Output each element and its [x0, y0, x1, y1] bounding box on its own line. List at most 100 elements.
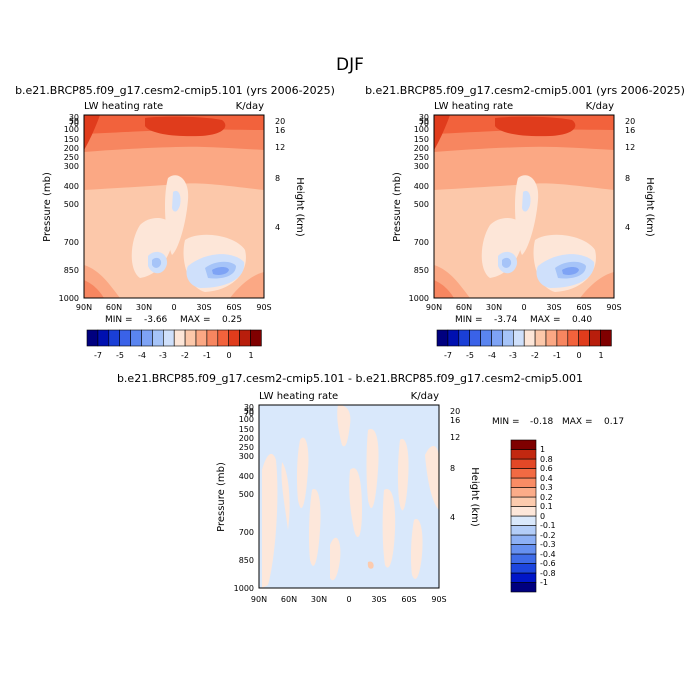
plot-frame	[83, 114, 265, 299]
panel-subtitle-left: LW heating rate	[434, 101, 513, 112]
y-axis-label: Pressure (mb)	[216, 462, 227, 532]
colorbar-label: -2	[181, 351, 189, 360]
y-tick-label: 150	[239, 425, 254, 434]
colorbar-label: -4	[488, 351, 496, 360]
y-tick-label: 100	[64, 125, 79, 134]
colorbar-swatch	[195, 329, 208, 347]
height-tick-label: 12	[275, 143, 285, 152]
colorbar-swatch	[510, 534, 537, 545]
y-tick-label: 300	[239, 452, 254, 461]
panel-case1: b.e21.BRCP85.f09_g17.cesm2-cmip5.101 (yr…	[15, 84, 335, 360]
y-tick-label: 250	[64, 153, 79, 162]
plot-frame	[433, 114, 615, 299]
y-tick-label: 400	[239, 472, 254, 481]
y-tick-label: 500	[64, 200, 79, 209]
max-label: MAX =	[562, 417, 593, 427]
colorbar-label: 0.6	[540, 464, 553, 473]
y-tick-label: 200	[414, 144, 429, 153]
height-tick-label: 4	[450, 513, 455, 522]
x-ticks: 90N 60N 30N 0 30S 60S 90S	[251, 595, 447, 604]
colorbar-swatch	[510, 449, 537, 460]
colorbar-labels: 1 0.8 0.6 0.4 0.3 0.2 0.1 0 -0.1 -0.2 -0…	[540, 445, 556, 587]
height-ticks-right: 20 16 12 8 4	[625, 117, 635, 232]
colorbar-swatch	[458, 329, 470, 347]
y-tick-label: 400	[64, 182, 79, 191]
y-tick-label: 70	[419, 119, 429, 128]
colorbar-swatch	[510, 477, 537, 488]
colorbar-label: -5	[116, 351, 124, 360]
y-ticks-left: 30 50 70 100 150 200 250 300 400 500 700…	[409, 113, 429, 303]
colorbar-swatch	[589, 329, 601, 347]
height-tick-label: 12	[625, 143, 635, 152]
x-tick-label: 30S	[371, 595, 386, 604]
colorbar-swatch	[556, 329, 569, 347]
panel-title: b.e21.BRCP85.f09_g17.cesm2-cmip5.101 - b…	[117, 372, 583, 385]
y-tick-label: 300	[64, 162, 79, 171]
colorbar-swatch	[447, 329, 460, 347]
y-tick-label: 250	[414, 153, 429, 162]
colorbar-label: 1	[248, 351, 253, 360]
y-tick-label: 100	[414, 125, 429, 134]
y-tick-label: 500	[239, 490, 254, 499]
y-tick-label: 150	[64, 135, 79, 144]
colorbar-label: -0.8	[540, 569, 556, 578]
colorbar-swatch	[545, 329, 558, 347]
y-tick-label: 400	[414, 182, 429, 191]
colorbar-label: 0	[576, 351, 581, 360]
colorbar-label: -7	[94, 351, 102, 360]
colorbar-label: -0.6	[540, 559, 556, 568]
colorbar-label: 1	[598, 351, 603, 360]
x-tick-label: 60S	[401, 595, 416, 604]
y-axis-label: Pressure (mb)	[42, 172, 53, 242]
panel-subtitle-left: LW heating rate	[259, 391, 338, 402]
x-tick-label: 30N	[311, 595, 327, 604]
y-tick-label: 850	[239, 556, 254, 565]
x-tick-label: 90S	[606, 303, 621, 312]
height-tick-label: 20	[275, 117, 285, 126]
colorbar-swatch	[86, 329, 99, 347]
x-ticks: 90N 60N 30N 0 30S 60S 90S	[76, 303, 272, 312]
panel-subtitle-right: K/day	[236, 101, 264, 112]
x-tick-label: 90S	[431, 595, 446, 604]
colorbar-swatch	[510, 468, 537, 479]
y-tick-label: 300	[414, 162, 429, 171]
colorbar-swatch	[108, 329, 121, 347]
y-tick-label: 700	[414, 238, 429, 247]
max-label: MAX =	[530, 315, 561, 325]
colorbar-label: -0.3	[540, 540, 556, 549]
colorbar-swatch	[217, 329, 230, 347]
panel-subtitle-right: K/day	[411, 391, 439, 402]
height-tick-label: 16	[275, 126, 285, 135]
height-tick-label: 12	[450, 433, 460, 442]
max-value: 0.25	[222, 315, 242, 325]
colorbar-swatch	[250, 329, 262, 347]
max-value: 0.17	[604, 417, 624, 427]
colorbar-swatch	[510, 563, 537, 574]
panel-difference: b.e21.BRCP85.f09_g17.cesm2-cmip5.101 - b…	[117, 372, 624, 604]
colorbar-swatch	[510, 572, 537, 583]
height-tick-label: 20	[450, 407, 460, 416]
colorbar-swatch	[436, 329, 449, 347]
colorbar-labels: -7 -5 -4 -3 -2 -1 0 1	[94, 351, 254, 360]
colorbar-label: -3	[159, 351, 167, 360]
y-tick-label: 1000	[59, 294, 79, 303]
colorbar-swatch	[502, 329, 514, 347]
panel-title: b.e21.BRCP85.f09_g17.cesm2-cmip5.001 (yr…	[365, 84, 685, 97]
heatmap-field	[84, 115, 264, 298]
x-tick-label: 30N	[136, 303, 152, 312]
y-tick-label: 200	[64, 144, 79, 153]
colorbar-swatch	[510, 487, 537, 498]
colorbar-label: -0.4	[540, 550, 556, 559]
y-tick-label: 100	[239, 415, 254, 424]
colorbar-swatch	[480, 329, 492, 347]
height-tick-label: 8	[275, 174, 280, 183]
height-tick-label: 8	[450, 464, 455, 473]
colorbar-label: -7	[444, 351, 452, 360]
x-tick-label: 30S	[196, 303, 211, 312]
height-ticks-right: 20 16 12 8 4	[450, 407, 460, 522]
colorbar	[86, 329, 262, 347]
colorbar-label: 1	[540, 445, 545, 454]
y-tick-label: 70	[244, 409, 254, 418]
y-tick-label: 850	[414, 266, 429, 275]
y-tick-label: 50	[69, 117, 79, 126]
